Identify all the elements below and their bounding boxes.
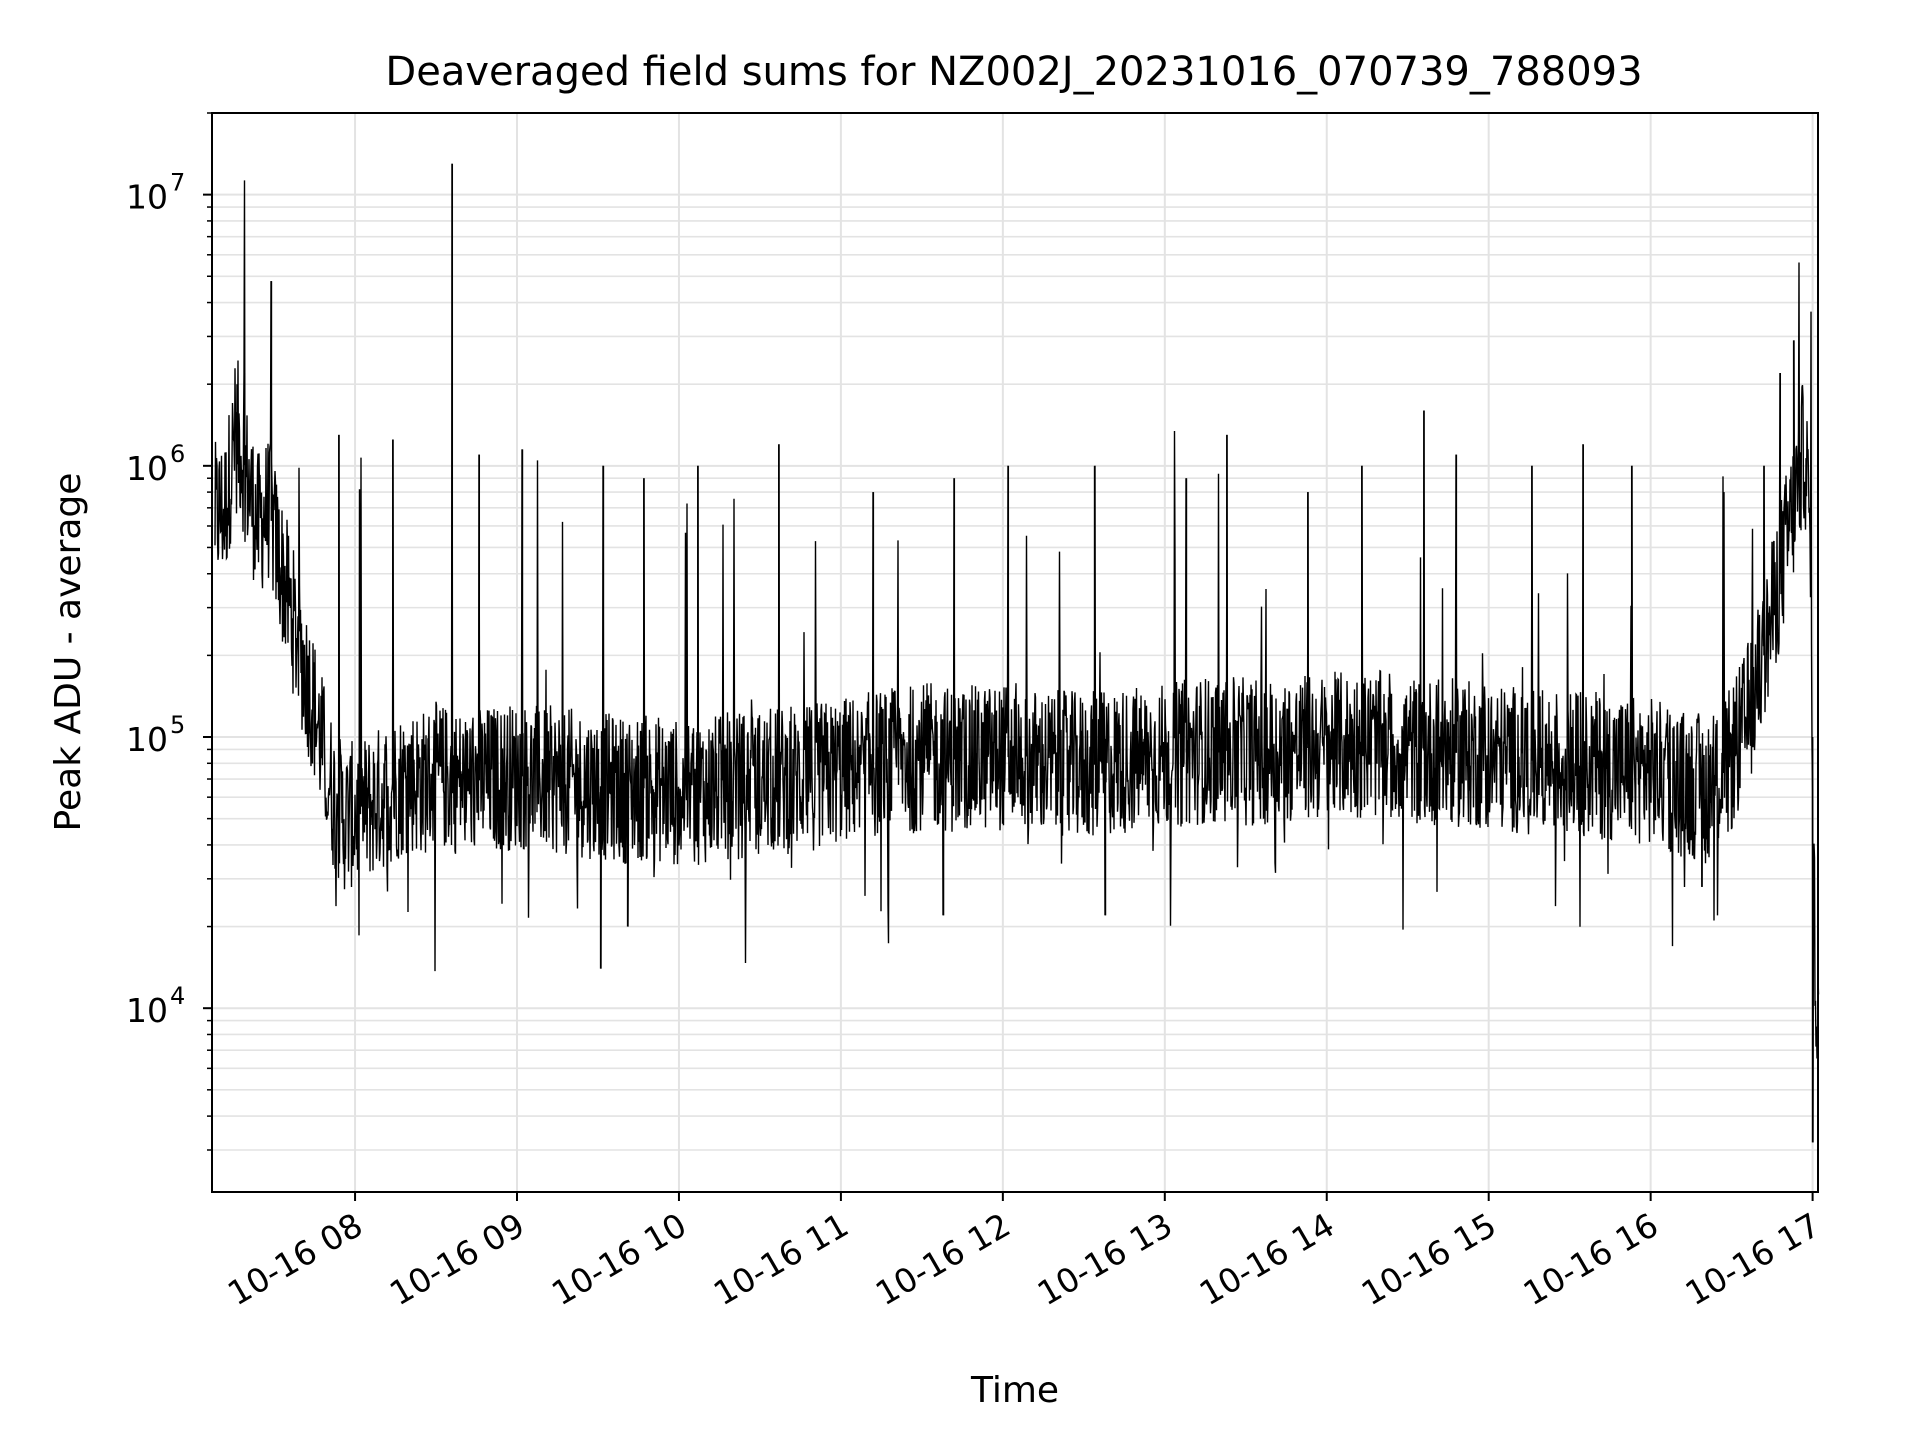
series-line — [214, 163, 1820, 1143]
y-tick-exponent: 5 — [170, 711, 185, 739]
y-tick-label: 10 — [126, 991, 168, 1030]
y-tick-exponent: 4 — [170, 982, 185, 1010]
y-axis-label: Peak ADU - average — [48, 473, 89, 832]
y-tick-base: 10 — [126, 720, 168, 759]
y-tick-exponent: 6 — [170, 440, 185, 468]
y-tick-exponent: 7 — [170, 169, 185, 197]
plot-frame — [211, 112, 1819, 1193]
x-axis-label: Time — [970, 1370, 1059, 1411]
y-tick-base: 10 — [126, 178, 168, 217]
y-tick-label: 10 — [126, 449, 168, 488]
plot-series — [214, 163, 1820, 1143]
chart-title: Deaveraged field sums for NZ002J_2023101… — [385, 49, 1642, 95]
y-tick-label: 10 — [126, 178, 168, 217]
y-tick-base: 10 — [126, 991, 168, 1030]
y-tick-base: 10 — [126, 449, 168, 488]
y-tick-label: 10 — [126, 720, 168, 759]
